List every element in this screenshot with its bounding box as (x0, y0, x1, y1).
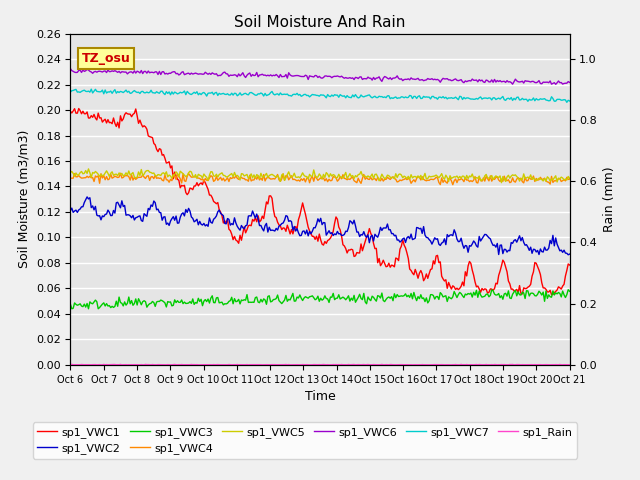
Line: sp1_VWC7: sp1_VWC7 (70, 89, 570, 102)
sp1_VWC3 (286, 297, 294, 303)
sp1_VWC7 (286, 93, 294, 98)
sp1_Rain (67, 362, 74, 368)
sp1_VWC5 (286, 173, 294, 179)
sp1_VWC5 (242, 172, 250, 178)
sp1_VWC1 (566, 262, 573, 268)
sp1_VWC4 (67, 175, 74, 181)
sp1_VWC3 (540, 289, 547, 295)
sp1_VWC6 (285, 70, 292, 76)
sp1_Rain (566, 362, 573, 368)
Line: sp1_VWC3: sp1_VWC3 (70, 289, 570, 309)
X-axis label: Time: Time (305, 390, 335, 403)
sp1_VWC5 (498, 180, 506, 186)
sp1_VWC6 (67, 66, 74, 72)
sp1_VWC7 (234, 93, 241, 98)
sp1_VWC1 (67, 108, 74, 114)
sp1_VWC2 (540, 249, 547, 255)
sp1_VWC7 (566, 98, 573, 104)
sp1_VWC2 (83, 194, 91, 200)
sp1_VWC7 (540, 96, 547, 102)
sp1_VWC7 (67, 89, 74, 95)
sp1_Rain (541, 362, 548, 368)
sp1_VWC7 (88, 86, 95, 92)
Y-axis label: Rain (mm): Rain (mm) (603, 167, 616, 232)
Text: TZ_osu: TZ_osu (81, 52, 130, 65)
Y-axis label: Soil Moisture (m3/m3): Soil Moisture (m3/m3) (17, 130, 30, 268)
Line: sp1_VWC2: sp1_VWC2 (70, 197, 570, 255)
sp1_VWC7 (217, 91, 225, 97)
sp1_Rain (218, 362, 226, 368)
sp1_VWC2 (566, 251, 573, 257)
Line: sp1_VWC6: sp1_VWC6 (70, 69, 570, 84)
sp1_VWC7 (563, 99, 571, 105)
sp1_Rain (287, 362, 295, 368)
sp1_VWC4 (566, 176, 573, 182)
sp1_VWC4 (234, 175, 241, 181)
sp1_VWC1 (242, 230, 250, 236)
sp1_Rain (131, 362, 138, 368)
sp1_VWC1 (75, 106, 83, 111)
sp1_VWC3 (242, 297, 250, 303)
sp1_VWC5 (129, 169, 137, 175)
sp1_VWC4 (217, 174, 225, 180)
sp1_VWC6 (232, 72, 240, 78)
sp1_VWC1 (217, 209, 225, 215)
sp1_VWC6 (215, 72, 223, 78)
sp1_VWC1 (234, 238, 241, 244)
sp1_VWC7 (242, 90, 250, 96)
sp1_VWC4 (541, 175, 548, 181)
sp1_VWC4 (116, 170, 124, 176)
sp1_VWC5 (217, 171, 225, 177)
sp1_VWC2 (242, 223, 250, 228)
sp1_Rain (235, 362, 243, 368)
sp1_VWC1 (129, 111, 137, 117)
Line: sp1_VWC4: sp1_VWC4 (70, 173, 570, 185)
sp1_VWC3 (566, 288, 573, 294)
sp1_VWC3 (67, 301, 74, 307)
sp1_VWC2 (286, 218, 294, 224)
sp1_VWC4 (449, 182, 456, 188)
sp1_VWC2 (564, 252, 572, 258)
sp1_VWC7 (129, 89, 137, 95)
sp1_Rain (243, 362, 251, 368)
sp1_VWC3 (217, 300, 225, 305)
sp1_VWC2 (234, 223, 241, 229)
sp1_Rain (118, 362, 125, 368)
Legend: sp1_VWC1, sp1_VWC2, sp1_VWC3, sp1_VWC4, sp1_VWC5, sp1_VWC6, sp1_VWC7, sp1_Rain: sp1_VWC1, sp1_VWC2, sp1_VWC3, sp1_VWC4, … (33, 422, 577, 458)
sp1_VWC4 (242, 177, 250, 183)
sp1_VWC3 (234, 299, 241, 304)
sp1_VWC2 (217, 210, 225, 216)
sp1_VWC6 (566, 80, 573, 85)
sp1_VWC1 (540, 285, 547, 291)
sp1_VWC2 (67, 208, 74, 214)
sp1_VWC1 (548, 292, 556, 298)
sp1_VWC3 (564, 287, 572, 292)
sp1_VWC4 (286, 175, 294, 180)
sp1_VWC5 (84, 166, 92, 172)
sp1_VWC2 (129, 213, 137, 218)
sp1_VWC3 (129, 302, 137, 308)
Title: Soil Moisture And Rain: Soil Moisture And Rain (234, 15, 406, 30)
sp1_VWC6 (538, 81, 546, 87)
sp1_Rain (68, 361, 76, 367)
sp1_VWC6 (128, 69, 136, 75)
sp1_VWC5 (234, 172, 241, 178)
sp1_VWC5 (541, 176, 548, 181)
sp1_VWC6 (241, 73, 248, 79)
sp1_VWC3 (68, 306, 76, 312)
sp1_VWC4 (129, 177, 137, 183)
sp1_VWC6 (552, 82, 559, 87)
Line: sp1_VWC5: sp1_VWC5 (70, 169, 570, 183)
sp1_VWC1 (286, 231, 294, 237)
Line: sp1_VWC1: sp1_VWC1 (70, 108, 570, 295)
sp1_VWC5 (67, 169, 74, 175)
sp1_VWC5 (566, 176, 573, 181)
